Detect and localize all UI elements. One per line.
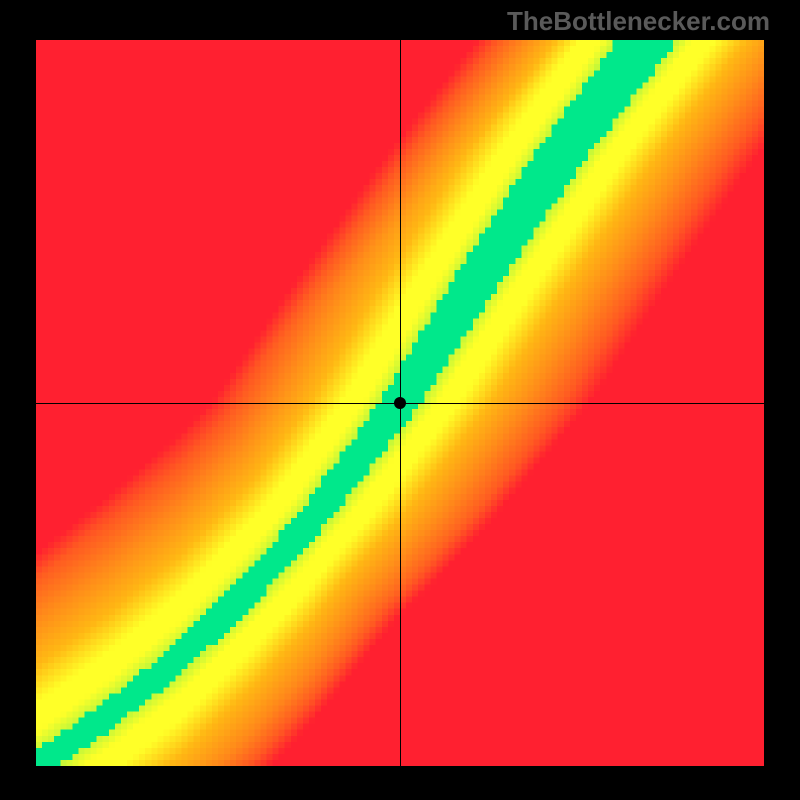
watermark-text: TheBottlenecker.com: [507, 6, 770, 37]
heatmap-plot: [36, 40, 764, 766]
crosshair-marker: [394, 397, 406, 409]
